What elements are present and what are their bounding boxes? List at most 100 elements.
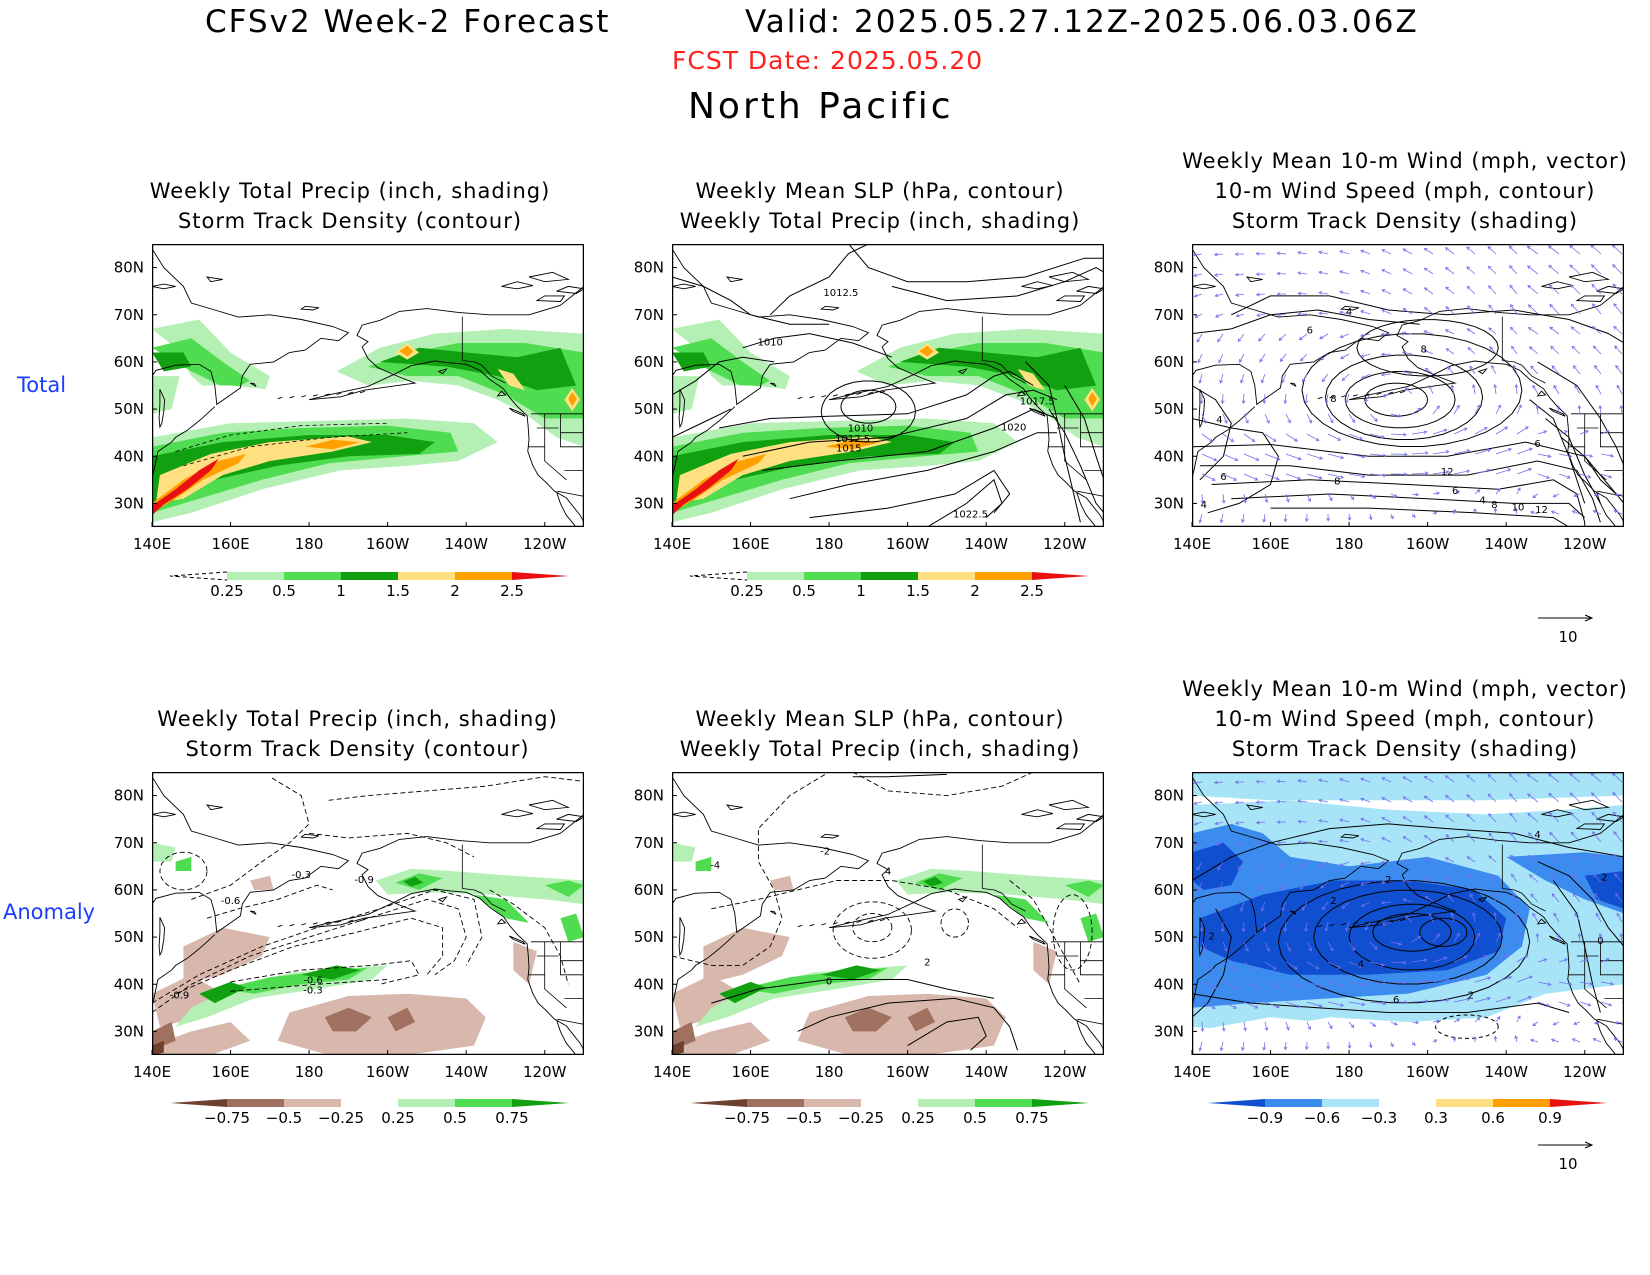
wind-speed-contour [1192,385,1232,481]
storm-anomaly [1506,852,1624,914]
wind-vector-head [1423,775,1428,780]
wind-vector-head [1340,455,1345,460]
wind-vector-head [1589,453,1594,458]
aleutian-island [324,921,330,924]
wind-vector [1402,860,1413,863]
wind-vector-head [1466,774,1470,779]
wind-vector-head [1219,519,1224,524]
wind-vector [1592,326,1602,335]
slp-anomaly-contour [852,772,1034,797]
wind-vector [1466,286,1476,295]
wind-vector-head [1339,250,1344,254]
wind-vector-head [1549,831,1554,836]
political-border [1080,413,1104,448]
wind-vector [1403,836,1413,843]
wind-vector [1537,430,1547,435]
wind-vector [1574,385,1581,395]
wind-vector-head [1279,886,1284,891]
wind-vector-head [1337,965,1342,969]
x-tick-label: 120W [523,1063,567,1081]
arctic-island [152,811,176,818]
slp-anomaly-label: -4 [710,861,720,872]
wind-vector [1285,473,1301,480]
map-frame [152,772,584,1055]
arctic-island [535,823,566,830]
colorbar-segment [398,572,455,580]
wind-vector-head [1496,1016,1501,1020]
wind-vector [1318,271,1329,275]
wind-vector [1590,772,1602,783]
wind-vector-head [1294,438,1299,442]
wind-vector [1369,433,1385,438]
wind-vector-head [1436,405,1440,410]
island [437,896,448,903]
wind-vector-head [1245,419,1249,424]
island [1477,896,1488,903]
wind-vector [1256,293,1266,296]
x-tick-label: 160W [1406,1063,1450,1081]
arctic-island [1076,813,1104,822]
wind-vector [1411,452,1428,455]
wind-vector-head [1403,472,1408,477]
wind-vector [1453,405,1460,415]
wind-vector [1557,933,1560,943]
political-border [557,490,584,497]
wind-vector [1551,510,1560,515]
wind-vector-head [1279,358,1284,363]
wind-vector [1320,881,1329,889]
pos-anomaly [152,842,176,862]
wind-vector-head [1466,833,1471,838]
wind-vector [1403,308,1413,315]
colorbar-precip-anomaly-panel-5: −0.75 −0.5 −0.25 0.25 0.5 0.75 [690,1099,1089,1127]
wind-vector-head [1283,518,1288,523]
wind-vector-head [1308,419,1312,424]
wind-vector-head [1380,372,1385,377]
wind-vector-head [1423,287,1428,291]
wind-speed-contour [1529,399,1586,504]
storm-anomaly-contours [152,776,584,1013]
wind-vector [1570,831,1581,843]
wind-vector [1495,488,1501,495]
wind-vector-head [1612,283,1617,288]
wind-vector [1510,304,1518,315]
wind-vector [1612,792,1623,803]
wind-vector [1214,801,1224,804]
wind-vector [1258,861,1266,870]
neg-anomaly [1033,941,1057,985]
wind-vector [1527,793,1539,803]
arctic-island [672,811,696,818]
storm-anomaly-contour [309,832,475,858]
wind-vector [1306,433,1319,442]
wind-vector-head [1510,831,1514,836]
wind-vector [1614,873,1623,883]
wind-vector-head [1243,1027,1247,1032]
colorbar-segment [1322,1099,1379,1107]
x-tick-label: 160E [1251,535,1289,553]
wind-anomaly-contour [1277,880,1531,1004]
wind-vector-head [1297,819,1302,824]
wind-vector-head [1592,510,1597,514]
wind-vector-head [1404,915,1409,919]
wind-vector-head [1304,400,1308,405]
aleutian-island [1364,393,1370,396]
wind-vector [1318,251,1329,255]
aleutian-island [1388,919,1394,923]
wind-speed-contour [1192,418,1279,514]
wind-vector [1466,246,1476,255]
pos-anomaly [821,965,881,980]
neg-anomaly [672,974,743,1027]
wind-vector-head [1381,777,1386,781]
wind-vector [1201,473,1216,481]
storm-anomaly [1192,772,1624,801]
slp-anomaly-contour [907,1016,987,1051]
wind-vector-head [1402,288,1407,292]
wind-vector-head [1526,793,1531,797]
wind-vector [1194,821,1203,825]
wind-vector-head [1275,476,1280,481]
political-border [560,413,584,448]
wind-vector-head [1514,911,1519,916]
wind-speed-label: 8 [1330,394,1336,405]
arctic-island [1596,813,1624,822]
x-tick-label: 160E [1251,1063,1289,1081]
wind-vector-head [1213,780,1218,785]
